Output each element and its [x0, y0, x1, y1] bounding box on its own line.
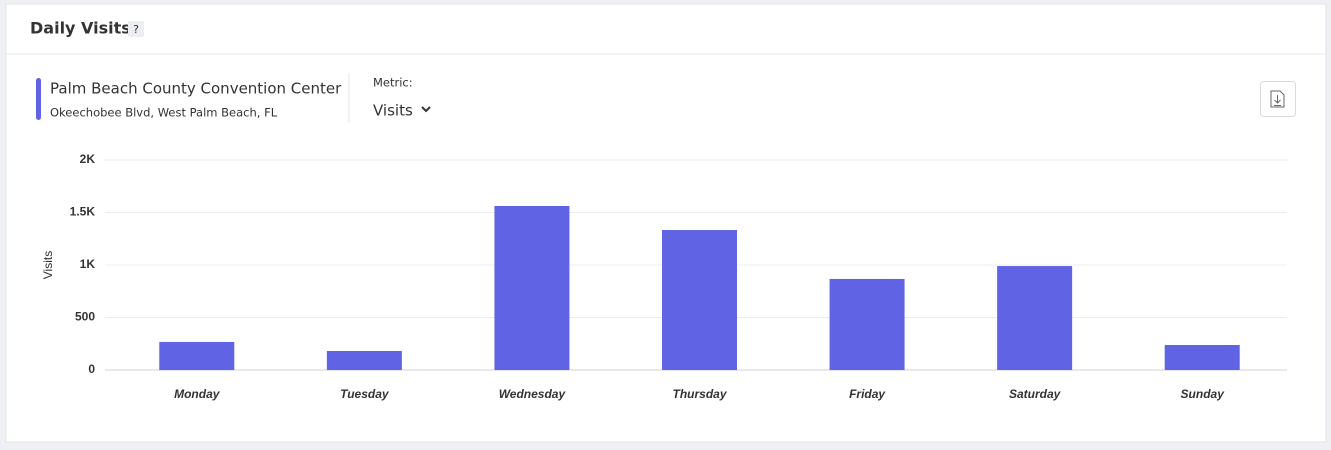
bar	[997, 266, 1073, 370]
venue-name: Palm Beach County Convention Center	[50, 80, 342, 98]
x-tick-label: Saturday	[1009, 387, 1062, 401]
y-tick-label: 1.5K	[70, 205, 96, 219]
y-axis-label: Visits	[41, 251, 55, 279]
y-tick-label: 0	[88, 362, 95, 376]
x-tick-label: Friday	[849, 387, 886, 401]
x-tick-label: Wednesday	[499, 387, 567, 401]
download-icon[interactable]	[1270, 90, 1285, 108]
widget-title: Daily Visits	[30, 19, 131, 38]
y-tick-label: 500	[75, 310, 95, 324]
x-tick-label: Sunday	[1181, 387, 1226, 401]
bar	[159, 341, 235, 370]
help-icon[interactable]	[128, 21, 144, 37]
card	[5, 3, 1327, 443]
metric-select[interactable]: Visits	[373, 102, 413, 120]
help-text[interactable]: ?	[133, 23, 139, 36]
venue-color	[36, 78, 41, 120]
venue-address: Okeechobee Blvd, West Palm Beach, FL	[50, 106, 278, 120]
bar	[662, 230, 737, 370]
bar	[1164, 345, 1240, 370]
y-tick-label: 2K	[80, 152, 96, 166]
bar	[326, 350, 402, 370]
x-tick-label: Tuesday	[340, 387, 390, 401]
metric-label: Metric:	[373, 76, 413, 90]
chevron[interactable]	[421, 106, 431, 113]
bar	[494, 205, 570, 370]
x-tick-label: Thursday	[672, 387, 727, 401]
y-tick-label: 1K	[80, 257, 96, 271]
bar	[829, 278, 905, 370]
x-tick-label: Monday	[174, 387, 221, 401]
